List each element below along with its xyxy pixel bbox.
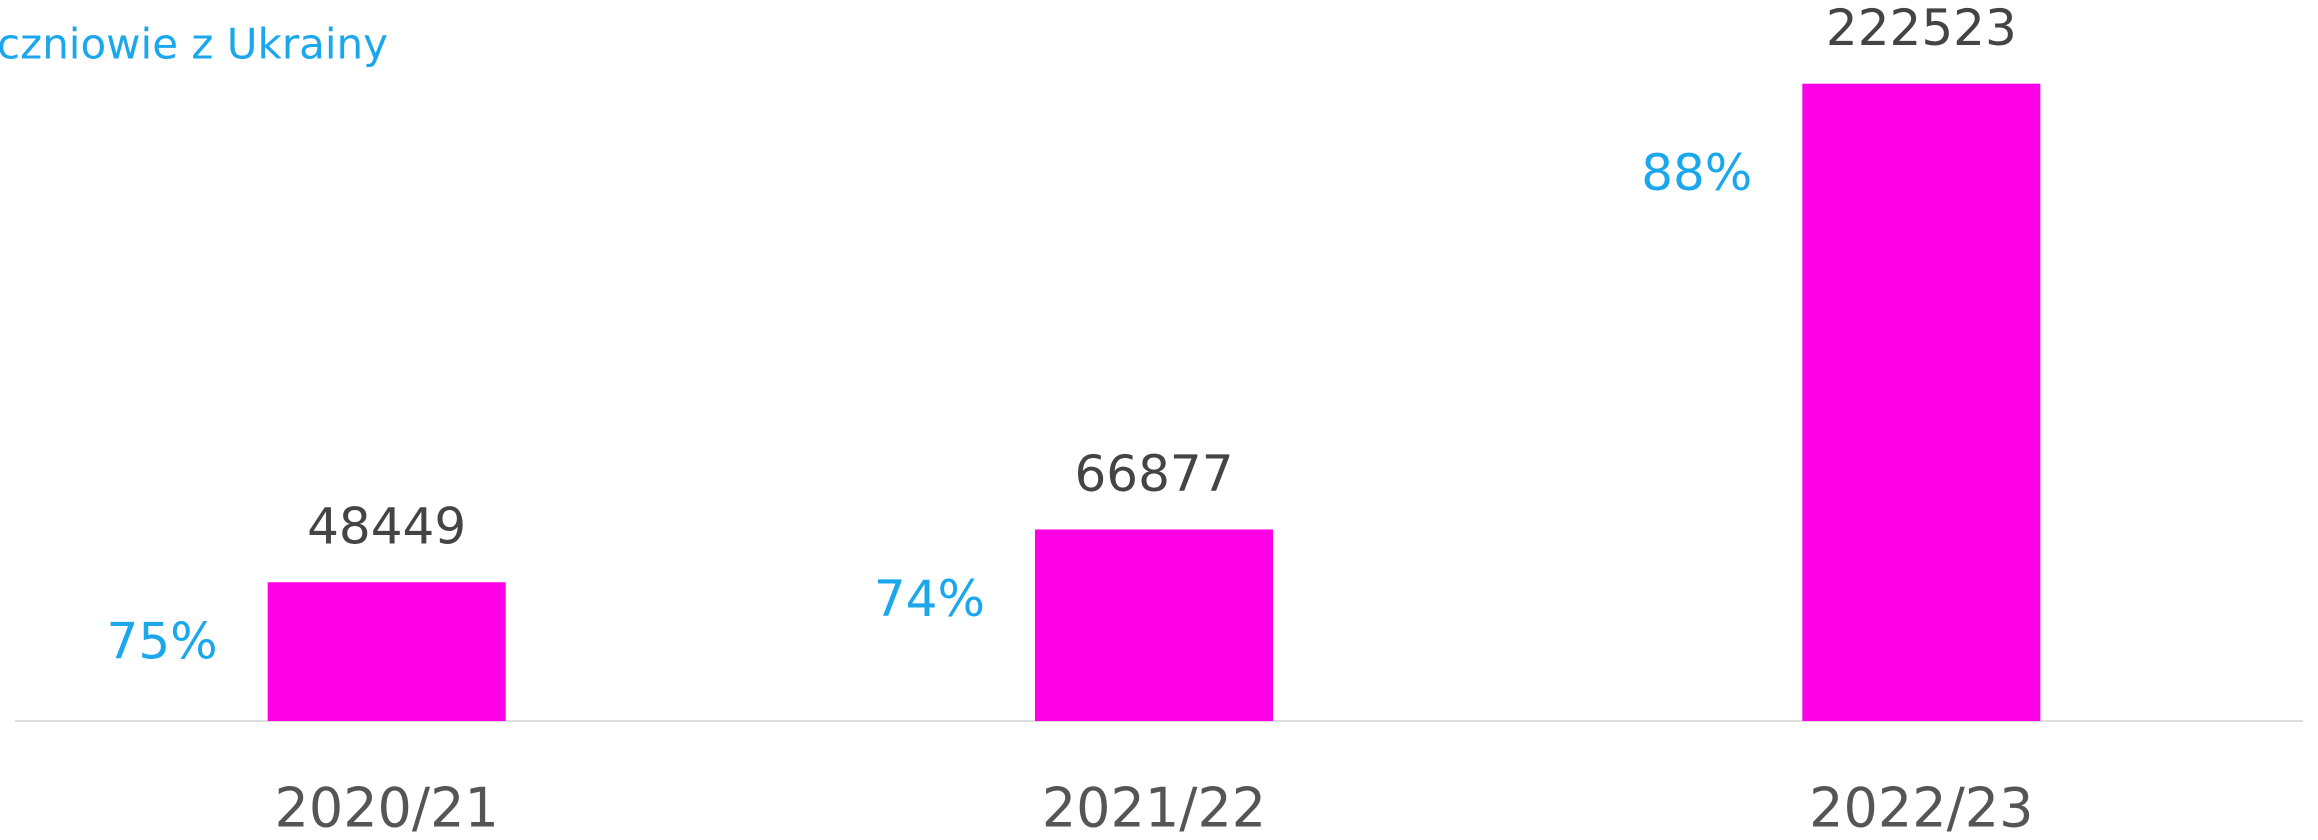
share-label: 75% bbox=[107, 613, 218, 671]
value-label: 48449 bbox=[307, 498, 466, 556]
bar bbox=[1802, 83, 2041, 721]
value-label: 222523 bbox=[1826, 0, 2017, 57]
x-tick-label: 2022/23 bbox=[1809, 777, 2033, 840]
share-label: 88% bbox=[1641, 144, 1752, 202]
share-label: 74% bbox=[874, 570, 985, 628]
bar bbox=[1035, 529, 1273, 721]
value-label: 66877 bbox=[1074, 445, 1233, 503]
bar bbox=[267, 582, 506, 721]
x-tick-label: 2020/21 bbox=[274, 777, 498, 840]
chart-title: Uczniowie z Ukrainy bbox=[0, 20, 388, 69]
x-tick-label: 2021/22 bbox=[1042, 777, 1266, 840]
